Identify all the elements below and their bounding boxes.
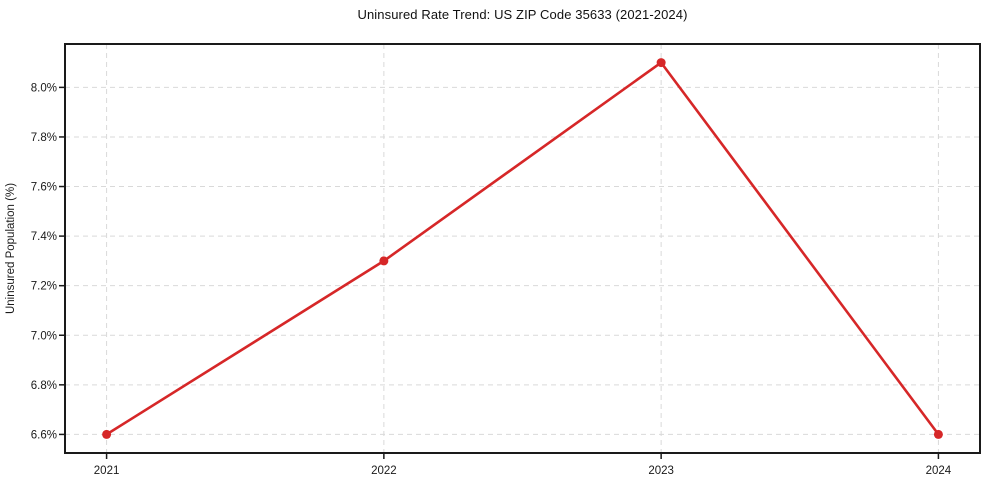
data-point: [379, 256, 389, 266]
y-tick-label: 6.8%: [31, 380, 57, 392]
x-tick-label: 2021: [94, 465, 120, 477]
y-tick-label: 7.4%: [31, 231, 57, 243]
data-point: [656, 58, 666, 68]
y-tick-label: 7.0%: [31, 330, 57, 342]
plot-border: [64, 43, 981, 454]
y-tick-label: 7.8%: [31, 132, 57, 144]
y-tick-label: 7.2%: [31, 281, 57, 293]
y-tick-label: 8.0%: [31, 82, 57, 94]
data-point: [933, 429, 943, 439]
y-tick-label: 6.6%: [31, 429, 57, 441]
trend-line: [105, 61, 940, 436]
y-tick-label: 7.6%: [31, 182, 57, 194]
data-point: [102, 429, 112, 439]
x-tick-label: 2024: [926, 465, 952, 477]
y-axis-label: Uninsured Population (%): [5, 183, 17, 314]
x-tick-label: 2022: [371, 465, 397, 477]
chart-title: Uninsured Rate Trend: US ZIP Code 35633 …: [357, 7, 688, 22]
x-tick-label: 2023: [648, 465, 674, 477]
